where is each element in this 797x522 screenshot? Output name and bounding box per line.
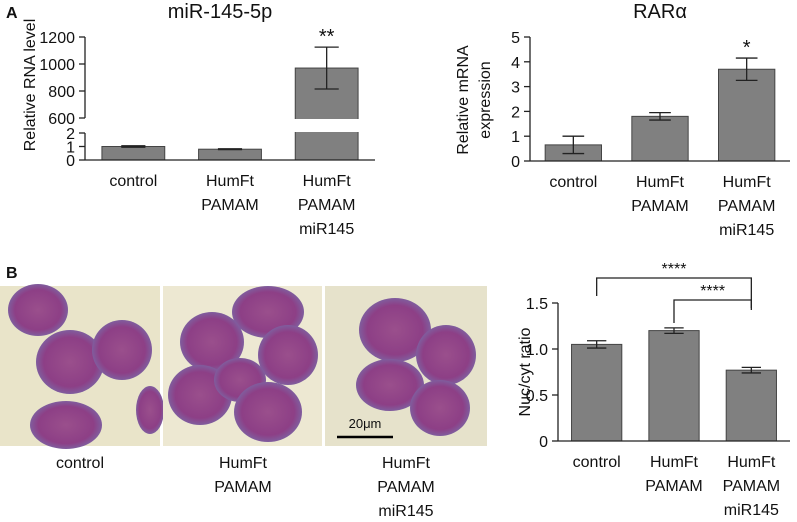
panel-letter: A [6,5,18,22]
x-tick-label: HumFt PAMAM [645,454,702,495]
significance-label: **** [700,283,725,300]
x-tick-label: HumFt PAMAM [631,174,688,215]
significance-label: * [743,37,751,59]
x-tick-label: control [109,173,157,190]
significance-label: **** [662,261,687,278]
micrograph-label: control [56,455,104,472]
error-bar [741,366,761,374]
y-tick-label: 800 [48,84,75,101]
bar [725,369,777,442]
x-tick-label: HumFt PAMAM miR145 [298,173,355,238]
y-axis-label: Relative mRNA [455,45,472,155]
panel-letter: B [6,265,18,282]
micrograph-label: HumFt PAMAM miR145 [377,455,434,517]
y-tick-label: 5 [511,30,520,47]
micrograph-label: HumFt PAMAM [214,455,271,496]
significance-label: ** [319,26,335,48]
micrograph [163,286,322,446]
bar [648,330,700,442]
y-tick-label: 1 [66,140,75,157]
y-tick-label: 4 [511,55,520,72]
y-axis-label: Relative RNA level [22,19,39,152]
axis-break [77,119,377,132]
micrograph [0,284,164,449]
error-bar [562,135,585,155]
x-tick-label: HumFt PAMAM miR145 [718,174,775,239]
y-tick-label: 1.5 [526,296,548,313]
y-tick-label: 0 [66,153,75,170]
y-axis-label: Nuc/cyt ratio [517,327,534,416]
error-bar [649,111,671,121]
bar [571,343,623,442]
y-tick-label: 0.5 [526,388,548,405]
error-bar [217,148,243,151]
significance-bracket [673,299,752,323]
error-bar [121,145,146,148]
x-tick-label: control [573,454,621,471]
bar [198,148,262,161]
significance-bracket [596,277,752,308]
y-tick-label: 1 [511,129,520,146]
error-bar [735,57,758,82]
y-axis-label: expression [477,61,494,138]
y-tick-label: 0 [539,434,548,451]
y-tick-label: 0 [511,154,520,171]
y-tick-label: 2 [511,104,520,121]
x-tick-label: HumFt PAMAM [201,173,258,214]
bar [101,146,166,161]
y-tick-label: 1000 [39,57,75,74]
scale-bar-label: 20μm [349,416,382,431]
error-bar [664,327,684,335]
y-tick-label: 600 [48,111,75,128]
y-tick-label: 3 [511,80,520,97]
y-tick-label: 2 [66,126,75,143]
x-tick-label: HumFt PAMAM miR145 [723,454,780,517]
y-tick-label: 1200 [39,30,75,47]
bar [718,68,776,162]
error-bar [314,46,339,90]
bar [631,115,689,162]
x-tick-label: control [549,174,597,191]
micrograph [325,286,487,446]
chart-title: miR-145-5p [168,1,272,23]
error-bar [587,340,607,349]
y-tick-label: 1.0 [526,342,548,359]
chart-title: RARα [633,1,687,23]
